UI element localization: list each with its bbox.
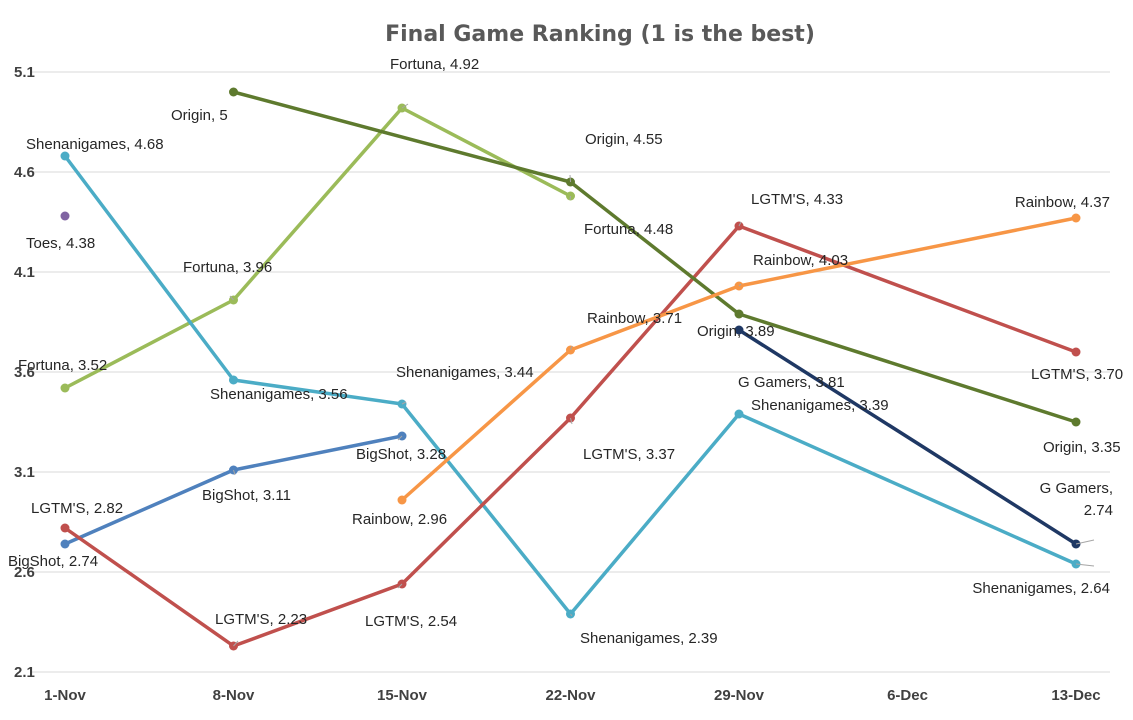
y-tick-label: 3.1 xyxy=(14,464,35,481)
data-label: Origin, 4.55 xyxy=(585,131,663,148)
data-point xyxy=(1071,417,1081,427)
data-label: Fortuna, 4.92 xyxy=(390,56,479,73)
data-label: Rainbow, 2.96 xyxy=(352,511,447,528)
data-point xyxy=(60,539,70,549)
data-label: Fortuna, 4.48 xyxy=(584,221,673,238)
x-axis: 1-Nov 8-Nov 15-Nov 22-Nov 29-Nov 6-Dec 13-Dec xyxy=(44,687,1100,704)
leader-line xyxy=(229,295,234,301)
x-tick-label: 13-Dec xyxy=(1051,687,1100,704)
data-label: Shenanigames, 2.39 xyxy=(580,630,718,647)
data-point xyxy=(734,309,744,319)
data-label: LGTM'S, 3.70 xyxy=(1031,366,1123,383)
y-tick-label: 2.6 xyxy=(14,564,35,581)
x-tick-label: 22-Nov xyxy=(545,687,596,704)
data-label: G Gamers, 2.74 xyxy=(1040,480,1113,519)
leader-line xyxy=(738,283,742,287)
data-label: Origin, 3.35 xyxy=(1043,439,1121,456)
data-point xyxy=(60,151,70,161)
gridlines xyxy=(32,71,1110,673)
data-point xyxy=(60,523,70,533)
data-label: Origin, 5 xyxy=(171,107,228,124)
data-label: BigShot, 3.11 xyxy=(202,487,291,504)
data-label: LGTM'S, 4.33 xyxy=(751,191,843,208)
y-tick-label: 4.1 xyxy=(14,264,35,281)
data-point xyxy=(1071,213,1081,223)
y-axis: 2.1 2.6 3.1 3.6 4.1 4.6 5.1 xyxy=(14,64,35,681)
y-tick-label: 2.1 xyxy=(14,664,35,681)
leader-line xyxy=(1075,539,1095,545)
data-point xyxy=(734,325,744,335)
data-label: BigShot, 3.28 xyxy=(356,446,446,463)
data-label: G Gamers, 3.81 xyxy=(738,374,845,391)
data-label-line: G Gamers, xyxy=(1040,480,1113,497)
data-label: LGTM'S, 3.37 xyxy=(583,446,675,463)
data-label: Shenanigames, 3.39 xyxy=(751,397,889,414)
data-label: Shenanigames, 2.64 xyxy=(972,580,1110,597)
data-point xyxy=(60,383,70,393)
leader-line xyxy=(569,195,571,201)
series-lines xyxy=(63,90,1078,648)
leader-line xyxy=(397,435,403,441)
leader-line xyxy=(1075,563,1095,567)
label-leader-lines xyxy=(229,103,1095,647)
data-point xyxy=(1071,347,1081,357)
leader-line xyxy=(397,583,403,589)
leader-line xyxy=(569,174,571,183)
leader-line xyxy=(570,417,573,425)
y-tick-label: 5.1 xyxy=(14,64,35,81)
leader-line xyxy=(570,613,573,617)
data-label: Rainbow, 3.71 xyxy=(587,310,682,327)
data-label: Fortuna, 3.52 xyxy=(18,357,107,374)
data-point xyxy=(60,211,70,221)
leader-line xyxy=(233,469,236,476)
data-label: Shenanigames, 4.68 xyxy=(26,136,164,153)
x-tick-label: 8-Nov xyxy=(213,687,255,704)
data-labels: Fortuna, 3.52 Fortuna, 3.96 Fortuna, 4.92 F… xyxy=(8,56,1123,647)
data-point xyxy=(229,87,238,97)
series-line xyxy=(737,328,1078,546)
data-label: Fortuna, 3.96 xyxy=(183,259,272,276)
x-tick-label: 15-Nov xyxy=(377,687,428,704)
data-label: LGTM'S, 2.23 xyxy=(215,611,307,628)
leader-line xyxy=(570,345,573,351)
data-label: BigShot, 2.74 xyxy=(8,553,98,570)
series-line xyxy=(63,224,1078,648)
data-label-line: 2.74 xyxy=(1084,502,1113,519)
series-line xyxy=(400,216,1078,502)
series-line xyxy=(63,154,1078,616)
series-line xyxy=(231,90,1078,424)
x-tick-label: 29-Nov xyxy=(714,687,765,704)
data-label: Origin, 3.89 xyxy=(697,323,775,340)
series-line xyxy=(63,106,573,390)
data-label: Shenanigames, 3.44 xyxy=(396,364,534,381)
leader-line xyxy=(401,401,407,405)
data-label: Shenanigames, 3.56 xyxy=(210,386,348,403)
data-label: Toes, 4.38 xyxy=(26,235,95,252)
data-point xyxy=(229,375,238,385)
data-label: Rainbow, 4.03 xyxy=(753,252,848,269)
data-label: Rainbow, 4.37 xyxy=(1015,194,1110,211)
data-point xyxy=(734,409,744,419)
chart-title: Final Game Ranking (1 is the best) xyxy=(385,22,815,47)
y-tick-label: 3.6 xyxy=(14,364,35,381)
data-label: LGTM'S, 2.54 xyxy=(365,613,457,630)
x-tick-label: 6-Dec xyxy=(887,687,928,704)
data-point xyxy=(397,495,407,505)
leader-line xyxy=(738,221,742,227)
x-tick-label: 1-Nov xyxy=(44,687,86,704)
leader-line xyxy=(401,103,409,109)
leader-line xyxy=(233,640,239,647)
data-label: LGTM'S, 2.82 xyxy=(31,500,123,517)
y-tick-label: 4.6 xyxy=(14,164,35,181)
